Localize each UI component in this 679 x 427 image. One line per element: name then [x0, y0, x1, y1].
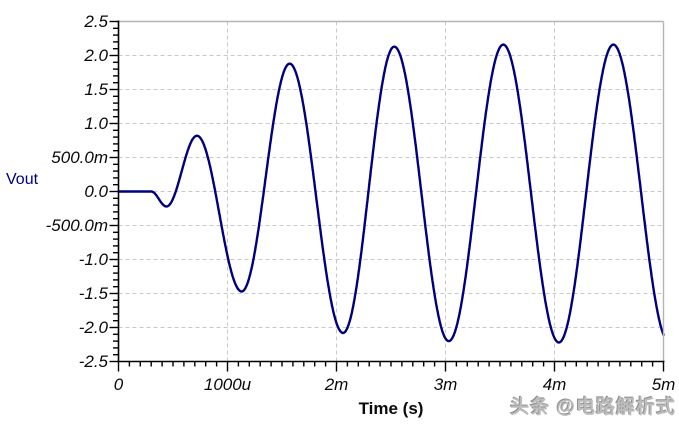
x-tick-label: 0: [113, 375, 124, 394]
grid-lines: [118, 21, 664, 362]
y-tick-label: -1.0: [78, 249, 108, 269]
y-tick-label: -500.0m: [45, 215, 108, 235]
axis-ticks: [109, 20, 665, 372]
x-axis-title: Time (s): [358, 399, 424, 418]
series-label: Vout: [6, 171, 39, 188]
y-tick-label: 0.0: [84, 181, 108, 201]
x-tick-label: 1000u: [203, 375, 252, 394]
y-tick-label: 2.5: [84, 11, 108, 31]
y-tick-label: -2.0: [78, 317, 108, 337]
x-tick-label: 2m: [324, 375, 349, 394]
y-tick-label: 1.0: [84, 113, 108, 133]
x-tick-label: 3m: [433, 375, 458, 394]
x-tick-label: 4m: [542, 375, 567, 394]
x-tick-label: 5m: [651, 375, 676, 394]
y-tick-label: 1.5: [84, 79, 108, 99]
vout-trace: [117, 43, 665, 344]
y-tick-label: -2.5: [78, 351, 108, 371]
y-tick-label: 2.0: [84, 45, 108, 65]
watermark: 头条 @电路解析式: [510, 397, 676, 418]
y-tick-label: -1.5: [78, 283, 108, 303]
y-tick-label: 500.0m: [51, 147, 108, 167]
